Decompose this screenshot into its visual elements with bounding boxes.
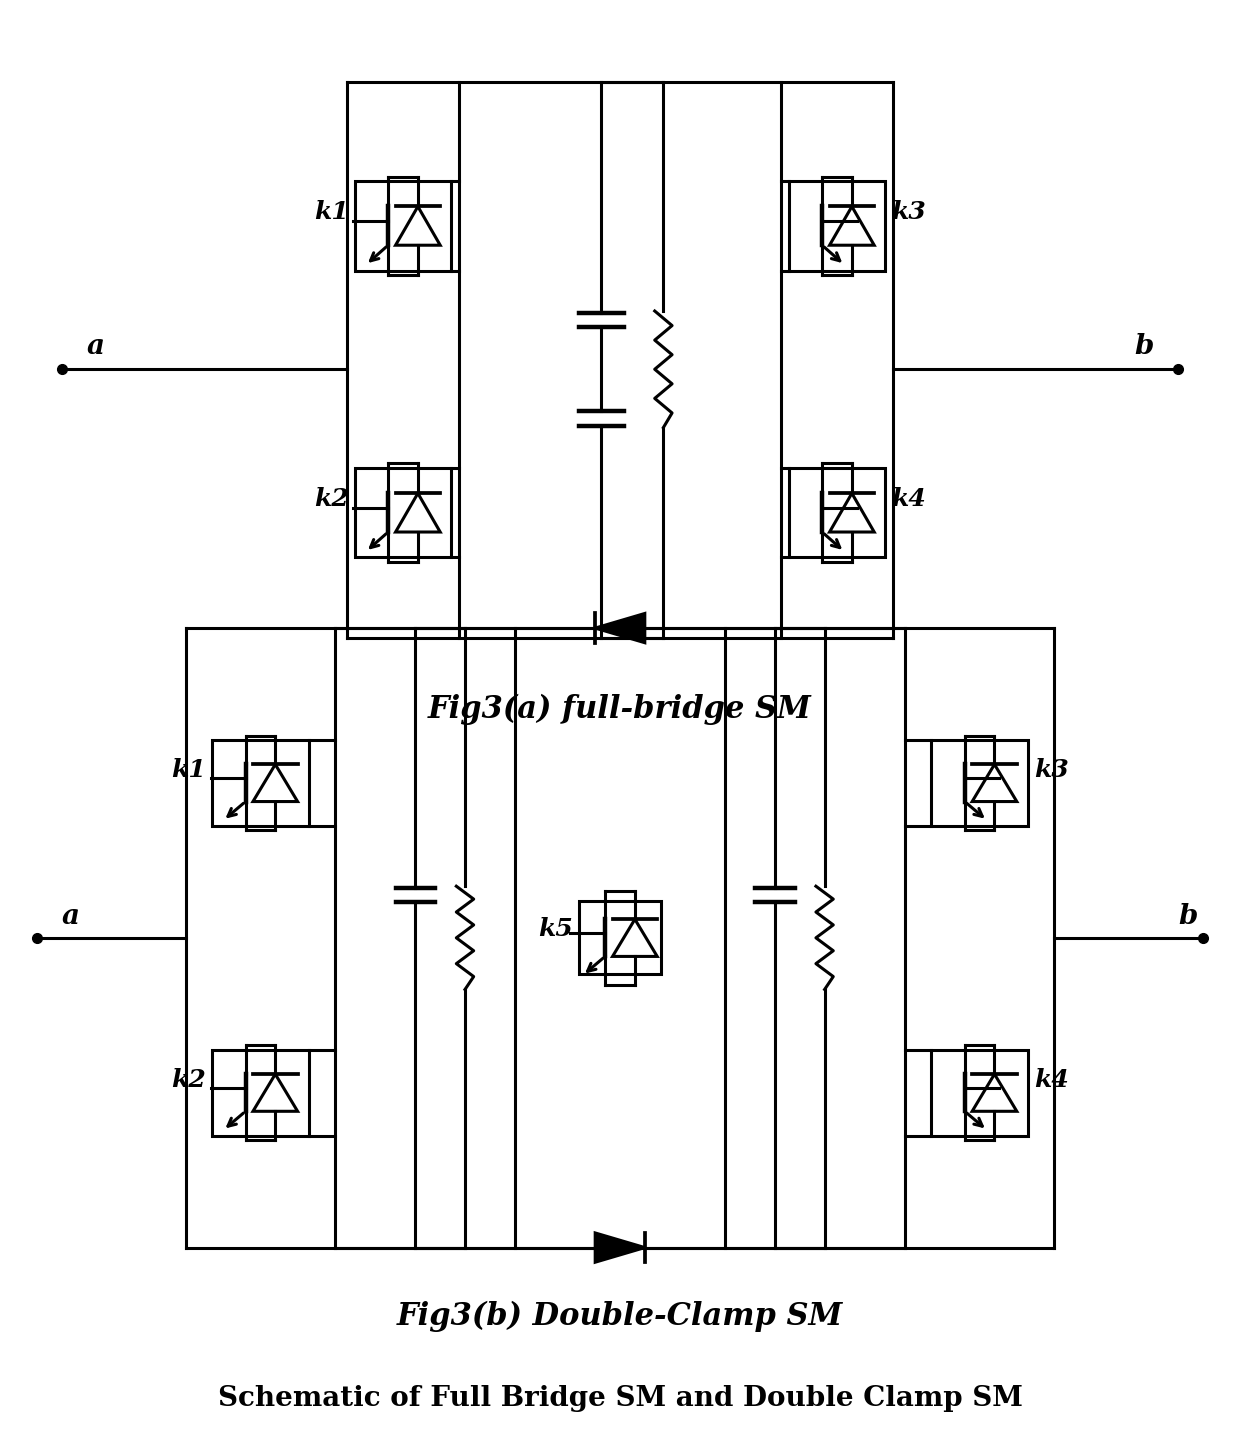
Polygon shape	[396, 206, 440, 245]
Polygon shape	[595, 1233, 645, 1262]
Text: k1: k1	[171, 759, 206, 782]
Bar	[212, 740, 309, 826]
Polygon shape	[253, 764, 298, 802]
Bar	[789, 467, 885, 558]
Polygon shape	[253, 1074, 298, 1111]
Text: Schematic of Full Bridge SM and Double Clamp SM: Schematic of Full Bridge SM and Double C…	[217, 1385, 1023, 1411]
Bar	[212, 1050, 309, 1136]
Text: Fig3(a) full-bridge SM: Fig3(a) full-bridge SM	[428, 694, 812, 726]
Polygon shape	[396, 493, 440, 532]
Bar	[931, 1050, 1028, 1136]
Text: Fig3(b) Double-Clamp SM: Fig3(b) Double-Clamp SM	[397, 1301, 843, 1332]
Polygon shape	[613, 919, 657, 956]
Text: a: a	[62, 903, 81, 929]
Text: k2: k2	[171, 1068, 206, 1091]
Polygon shape	[972, 1074, 1017, 1111]
Polygon shape	[830, 206, 874, 245]
Polygon shape	[595, 614, 645, 642]
Bar	[579, 902, 661, 975]
Text: k2: k2	[314, 488, 348, 511]
Text: a: a	[87, 333, 105, 360]
Bar	[355, 181, 451, 271]
Text: b: b	[1178, 903, 1198, 929]
Text: k1: k1	[314, 201, 348, 224]
Text: k5: k5	[538, 918, 573, 941]
Bar	[931, 740, 1028, 826]
Text: k3: k3	[892, 201, 926, 224]
Polygon shape	[830, 493, 874, 532]
Bar	[789, 181, 885, 271]
Polygon shape	[972, 764, 1017, 802]
Bar	[355, 467, 451, 558]
Text: b: b	[1133, 333, 1153, 360]
Text: k3: k3	[1034, 759, 1069, 782]
Text: k4: k4	[1034, 1068, 1069, 1091]
Text: k4: k4	[892, 488, 926, 511]
